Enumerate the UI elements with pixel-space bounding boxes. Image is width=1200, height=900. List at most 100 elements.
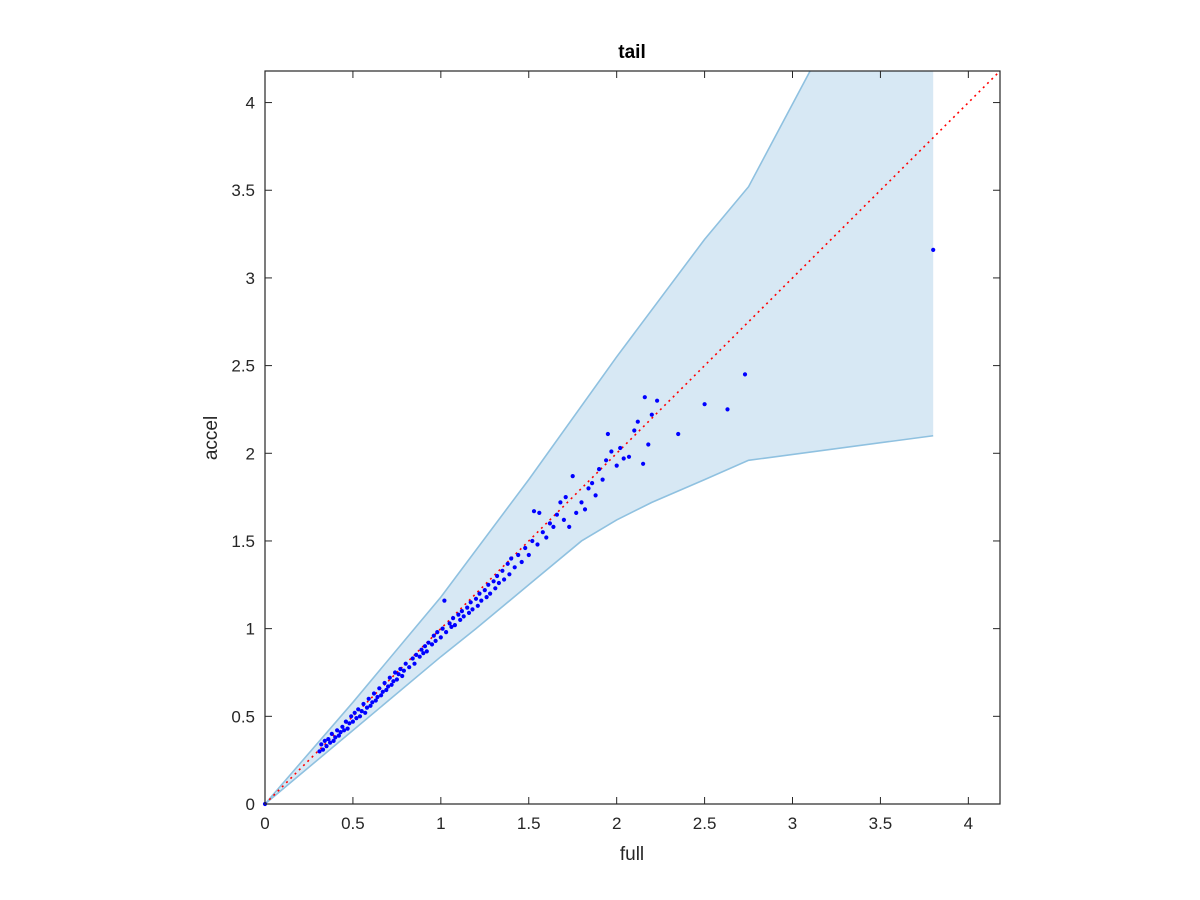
data-point [484,595,489,600]
data-point [400,673,405,679]
x-tick-label: 1.5 [517,814,541,833]
data-point [931,247,936,252]
data-point [389,682,394,687]
data-point [328,740,333,745]
x-tick-label: 2 [612,814,621,833]
data-point [547,521,553,526]
data-point [407,665,412,670]
data-point [558,500,563,505]
data-point [574,510,579,515]
data-point [451,616,456,621]
data-point [491,579,496,584]
data-point [526,552,531,558]
y-tick-label: 3.5 [231,181,255,200]
data-point [361,701,366,707]
data-point [530,538,535,544]
data-point [326,737,331,742]
chart-title: tail [618,42,645,63]
data-point [641,461,646,466]
data-point [676,431,681,437]
data-point [386,684,391,689]
x-tick-label: 0.5 [341,814,365,833]
data-point [345,726,350,731]
data-point [642,395,647,400]
data-point [370,700,375,705]
data-point [540,530,545,535]
data-point [412,661,417,666]
data-point [338,730,343,735]
data-point [468,600,473,605]
x-tick-label: 1 [436,814,445,833]
data-point [702,402,707,407]
data-point [579,500,584,505]
data-point [551,524,556,530]
data-point [431,633,436,638]
data-point [646,442,651,447]
data-point [507,572,512,577]
data-point [537,510,542,515]
data-point [509,556,514,561]
data-point [473,596,479,601]
data-point [398,666,403,672]
data-point [461,614,466,619]
data-point [586,486,591,491]
data-point [366,696,371,701]
data-point [354,716,359,721]
data-point [335,728,340,733]
data-point [435,630,440,635]
confidence-band [265,71,934,804]
data-point [482,588,487,593]
data-point [387,675,392,680]
data-point [401,668,406,673]
data-point [605,431,611,437]
data-point [447,621,452,626]
data-point [502,577,507,582]
data-point [486,582,491,587]
data-point [554,512,560,517]
data-point [609,449,614,454]
data-point [349,714,354,719]
data-point [317,749,322,754]
data-point [563,495,568,500]
x-tick-label: 3 [788,814,797,833]
data-point [459,609,464,614]
data-point [590,481,595,486]
x-axis-title: full [620,844,644,865]
data-point [375,694,380,700]
data-point [523,545,528,551]
data-point [393,670,398,675]
data-point [452,623,457,628]
data-point [380,689,385,694]
data-point [442,598,447,603]
data-point [342,728,347,733]
axes-box [264,70,1001,805]
band-lower-edge [264,434,934,805]
data-point [350,719,355,724]
data-point [373,698,378,703]
y-tick-label: 2.5 [231,357,255,376]
y-tick-label: 0.5 [231,707,255,726]
data-point [333,735,338,740]
data-point [477,591,482,596]
y-tick-label: 0 [246,795,255,814]
data-point [352,710,357,715]
y-tick-label: 1 [246,620,255,639]
data-point [368,703,373,708]
data-point [465,605,470,610]
data-point [382,680,387,686]
band-upper-edge [264,70,811,805]
data-point [512,565,517,570]
data-point [394,677,399,682]
x-tick-label: 0 [260,814,269,833]
data-point [493,586,498,591]
data-point [343,719,348,724]
data-point [320,747,326,752]
data-point [449,624,454,630]
data-point [488,591,493,596]
data-point [426,640,431,645]
data-point [505,561,510,566]
data-point [331,738,336,744]
data-point [618,445,623,451]
data-point [742,372,748,377]
